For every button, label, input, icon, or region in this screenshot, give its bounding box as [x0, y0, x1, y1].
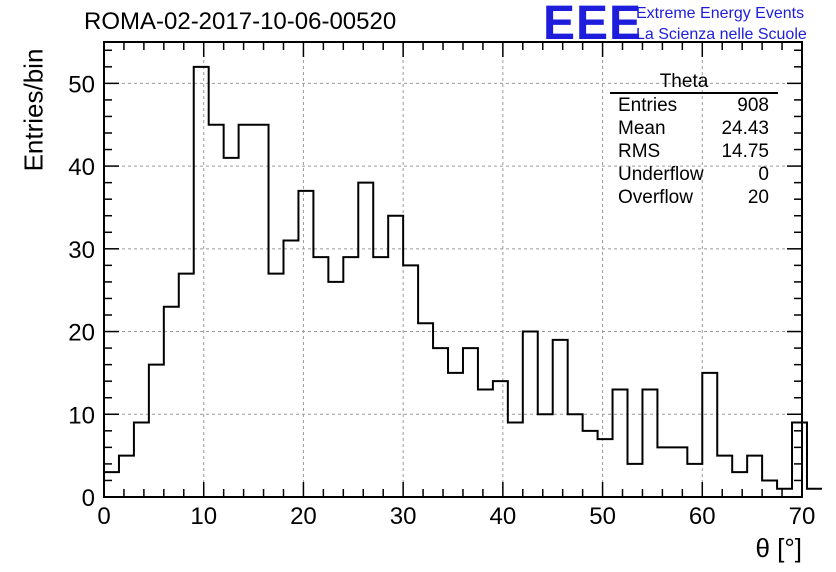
stats-title: Theta [610, 72, 778, 94]
histogram-bin [463, 348, 478, 497]
x-tick-label: 30 [390, 503, 417, 530]
histogram-bin [328, 282, 343, 497]
histogram-bin [418, 323, 433, 497]
histogram-bin [283, 241, 298, 497]
stats-label: Overflow [618, 187, 693, 208]
histogram-bin [478, 389, 493, 497]
histogram-bin [149, 365, 164, 497]
histogram-bin [358, 183, 373, 497]
axis-ticks [103, 42, 803, 498]
histogram-bin [568, 414, 583, 497]
histogram-bin [642, 389, 657, 497]
histogram-bin [179, 274, 194, 497]
stats-row: RMS 14.75 [610, 140, 778, 163]
y-tick-label: 30 [68, 237, 95, 264]
histogram-bin [209, 125, 224, 497]
histogram-bin [613, 389, 628, 497]
histogram-bin [717, 456, 732, 497]
histogram-bin [747, 456, 762, 497]
x-tick-label: 70 [789, 503, 816, 530]
stats-label: Mean [618, 118, 666, 139]
axis-tick-labels: 0 10 20 30 40 50 60 70 0 10 20 30 40 50 [68, 71, 815, 530]
histogram-bin [403, 265, 418, 497]
y-tick-label: 0 [82, 485, 95, 512]
histogram-bin [194, 67, 209, 497]
y-axis-label: Entries/bin [18, 48, 49, 172]
stats-row: Overflow 20 [610, 186, 778, 209]
y-tick-label: 10 [68, 402, 95, 429]
histogram-bin [777, 489, 792, 497]
logo-caption: Extreme Energy Events La Scienza nelle S… [636, 3, 807, 45]
histogram-bin [762, 480, 777, 497]
histogram-bin [134, 423, 149, 497]
stats-row: Underflow 0 [610, 163, 778, 186]
histogram-bin [224, 158, 239, 497]
x-tick-label: 60 [689, 503, 716, 530]
histogram-bin [104, 472, 119, 497]
histogram-bin [448, 373, 463, 497]
histogram-bin [583, 431, 598, 497]
stats-value: 0 [758, 164, 769, 185]
stats-label: Underflow [618, 164, 704, 185]
histogram-bin [298, 191, 313, 497]
histogram-bin [119, 456, 134, 497]
histogram-bin [628, 464, 643, 497]
x-tick-label: 50 [589, 503, 616, 530]
x-axis-label: θ [°] [755, 533, 802, 563]
stats-value: 20 [747, 187, 769, 208]
stats-box: Theta Entries 908 Mean 24.43 RMS 14.75 Unde… [610, 72, 778, 209]
eee-logo: EEE [543, 0, 643, 50]
stats-label: Entries [618, 95, 678, 116]
histogram-bin [732, 472, 747, 497]
stats-value: 14.75 [721, 141, 769, 162]
histogram-bin [672, 447, 687, 497]
stats-row: Entries 908 [610, 94, 778, 117]
histogram-bin [164, 307, 179, 497]
logo-line-1: Extreme Energy Events [636, 5, 805, 22]
histogram-bin [598, 439, 613, 497]
x-tick-label: 0 [97, 503, 110, 530]
histogram-bin [493, 381, 508, 497]
histogram-bin [508, 423, 523, 497]
histogram-bin [388, 216, 403, 497]
stats-row: Mean 24.43 [610, 117, 778, 140]
logo-line-2: La Scienza nelle Scuole [636, 26, 807, 43]
histogram-bin [538, 414, 553, 497]
histogram-bin [657, 447, 672, 497]
plot-frame [103, 41, 803, 498]
y-tick-label: 50 [68, 71, 95, 98]
histogram-bin [702, 373, 717, 497]
histogram-bin [269, 274, 284, 497]
stats-label: RMS [618, 141, 661, 162]
x-tick-label: 40 [490, 503, 517, 530]
stats-value: 24.43 [721, 118, 769, 139]
stats-value: 908 [737, 95, 769, 116]
histogram-bin [254, 125, 269, 497]
histogram-bin [239, 125, 254, 497]
x-tick-label: 10 [190, 503, 217, 530]
histogram-bin [687, 464, 702, 497]
x-tick-label: 20 [290, 503, 317, 530]
histogram-bin [807, 489, 822, 497]
histogram-bin [433, 348, 448, 497]
histogram-bin [792, 423, 807, 497]
histogram-bin [373, 257, 388, 497]
y-tick-label: 40 [68, 154, 95, 181]
histogram-bin [313, 257, 328, 497]
histogram-outline [104, 65, 822, 490]
plot-title: ROMA-02-2017-10-06-00520 [84, 8, 397, 35]
histogram-bin [343, 257, 358, 497]
histogram-bin [553, 340, 568, 497]
y-tick-label: 20 [68, 320, 95, 347]
